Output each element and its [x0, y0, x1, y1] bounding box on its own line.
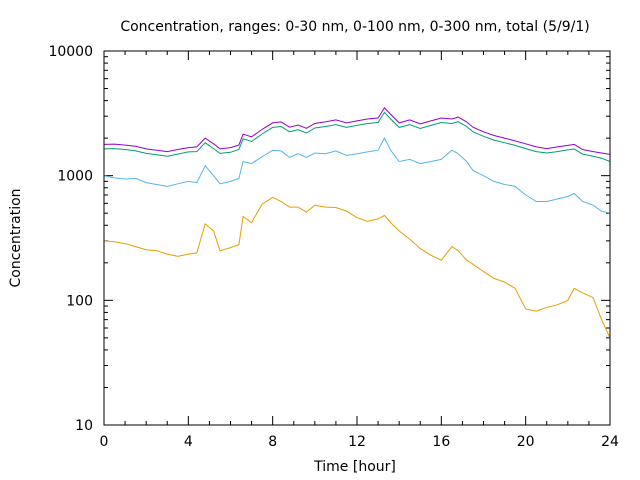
x-tick-label: 8: [268, 434, 277, 450]
series-line-2: [103, 111, 611, 162]
chart-title: Concentration, ranges: 0-30 nm, 0-100 nm…: [120, 19, 589, 35]
y-tick-label: 10: [75, 418, 93, 434]
series-line-4: [103, 196, 611, 339]
series-line-1: [103, 106, 611, 155]
plot-frame: [103, 50, 611, 426]
axis-ticks: 0 4 8 12 16 20 24 10 100 1000 10000: [48, 44, 619, 450]
x-tick-label: 24: [601, 434, 619, 450]
y-axis-label: Concentration: [8, 188, 24, 287]
series-group: [103, 106, 611, 339]
x-tick-label: 12: [348, 434, 366, 450]
x-tick-label: 20: [517, 434, 535, 450]
series-line-3: [103, 137, 611, 214]
y-tick-label: 10000: [48, 44, 93, 60]
x-tick-label: 16: [432, 434, 450, 450]
x-tick-label: 4: [184, 434, 193, 450]
x-tick-label: 0: [100, 434, 109, 450]
y-tick-label: 100: [66, 293, 93, 309]
y-tick-label: 1000: [57, 169, 93, 185]
x-axis-label: Time [hour]: [313, 459, 396, 475]
